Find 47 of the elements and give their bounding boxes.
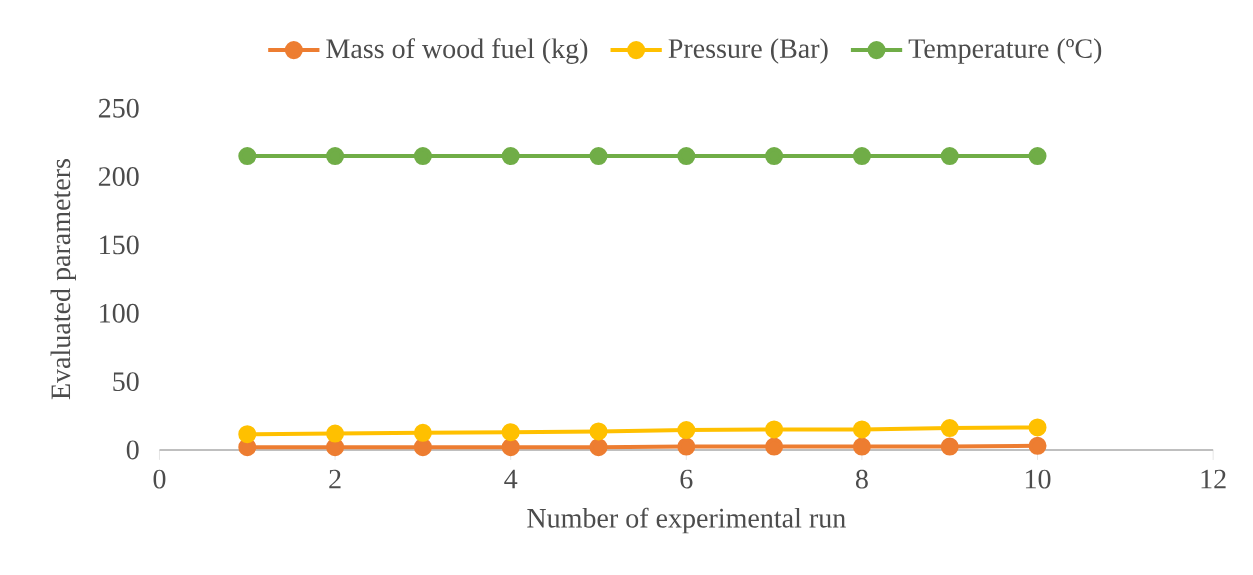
x-tick-label: 12 <box>1201 469 1226 489</box>
point <box>765 437 784 456</box>
y-tick-label: 250 <box>98 98 139 118</box>
point <box>765 146 784 165</box>
y-axis-title: Evaluated parameters <box>50 158 76 400</box>
point <box>852 437 871 456</box>
point <box>589 438 608 457</box>
point <box>413 146 432 165</box>
point <box>326 146 345 165</box>
point <box>677 421 696 440</box>
y-tick-label: 200 <box>98 166 139 186</box>
x-tick-label: 10 <box>1025 469 1051 489</box>
point <box>765 420 784 439</box>
point <box>589 146 608 165</box>
point <box>501 146 520 165</box>
point <box>677 146 696 165</box>
point <box>940 418 959 437</box>
x-axis-title: Number of experimental run <box>527 507 846 534</box>
point <box>238 146 257 165</box>
legend-label: Pressure (Bar) <box>668 38 828 64</box>
point <box>326 424 345 443</box>
point <box>852 146 871 165</box>
x-tick-label: 4 <box>504 469 518 489</box>
point <box>1028 146 1047 165</box>
point <box>940 437 959 456</box>
point <box>238 425 257 444</box>
y-tick-label: 150 <box>100 235 139 255</box>
y-tick-label: 0 <box>126 440 139 460</box>
point <box>852 420 871 439</box>
point <box>413 438 432 457</box>
legend-label: Temperature (ºC) <box>908 38 1102 64</box>
point <box>501 438 520 457</box>
point <box>1028 418 1047 437</box>
point <box>413 423 432 442</box>
x-tick-label: 8 <box>855 469 868 489</box>
point <box>940 146 959 165</box>
point <box>589 422 608 441</box>
y-tick-label: 50 <box>113 372 139 391</box>
point <box>677 437 696 456</box>
point <box>501 423 520 442</box>
x-tick-label: 0 <box>153 469 166 489</box>
y-tick-label: 100 <box>100 303 139 323</box>
point <box>1028 436 1047 455</box>
legend-label: Mass of wood fuel (kg) <box>326 38 588 64</box>
x-tick-label: 2 <box>329 469 341 489</box>
point <box>326 438 345 457</box>
x-tick-label: 6 <box>680 469 693 489</box>
